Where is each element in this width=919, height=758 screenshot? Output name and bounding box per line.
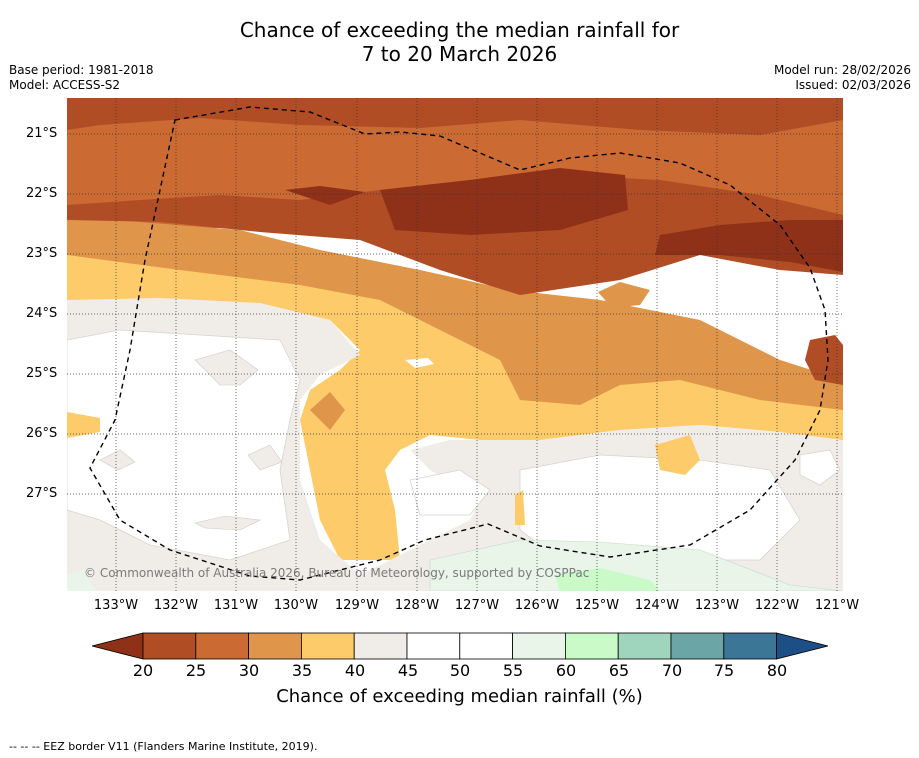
colorbar-tick-75: 75 xyxy=(713,661,735,680)
left-meta: Base period: 1981-2018 Model: ACCESS-S2 xyxy=(9,63,154,93)
colorbar-swatch xyxy=(512,632,566,660)
colorbar-tick-30: 30 xyxy=(238,661,260,680)
rainfall-map-field xyxy=(67,98,843,591)
colorbar-tick-55: 55 xyxy=(502,661,524,680)
lon-label-123w: 123°W xyxy=(694,598,740,613)
lat-label-25s: 25°S xyxy=(26,366,58,381)
lon-label-128w: 128°W xyxy=(394,598,440,613)
lon-label-130w: 130°W xyxy=(273,598,319,613)
band-45-55-central xyxy=(409,469,491,516)
title-line-2: 7 to 20 March 2026 xyxy=(361,42,558,66)
lon-label-133w: 133°W xyxy=(93,598,139,613)
eez-border xyxy=(89,106,829,581)
lat-label-27s: 27°S xyxy=(26,486,58,501)
title-line-1: Chance of exceeding the median rainfall … xyxy=(239,18,680,42)
band-35-40-sliver xyxy=(515,490,525,525)
band-below-20-east xyxy=(655,220,843,272)
lon-label-125w: 125°W xyxy=(574,598,620,613)
lon-label-132w: 132°W xyxy=(153,598,199,613)
colorbar-tick-40: 40 xyxy=(344,661,366,680)
band-35-40 xyxy=(67,255,843,560)
colorbar-swatch xyxy=(723,632,777,660)
lat-label-21s: 21°S xyxy=(26,126,58,141)
base-period: Base period: 1981-2018 xyxy=(9,63,154,77)
white-speck xyxy=(405,358,434,368)
colorbar-swatch xyxy=(142,632,197,660)
colorbar-tick-60: 60 xyxy=(555,661,577,680)
neutral-patch-2 xyxy=(99,449,136,471)
colorbar-extend-high xyxy=(776,632,829,660)
band-20-25-top xyxy=(67,98,843,135)
lon-label-121w: 121°W xyxy=(814,598,860,613)
band-below-20-west xyxy=(285,186,365,205)
colorbar-swatch xyxy=(617,632,672,660)
lat-label-26s: 26°S xyxy=(26,426,58,441)
neutral-patch-4 xyxy=(194,515,262,531)
colorbar-tick-45: 45 xyxy=(397,661,419,680)
band-20-25-mid xyxy=(67,175,843,295)
lon-label-129w: 129°W xyxy=(334,598,380,613)
band-60-65 xyxy=(555,568,660,591)
map-title: Chance of exceeding the median rainfall … xyxy=(0,18,919,66)
colorbar-tick-80: 80 xyxy=(766,661,788,680)
colorbar-tick-65: 65 xyxy=(608,661,630,680)
band-55-60-west xyxy=(67,570,95,591)
gridlines xyxy=(67,98,843,591)
lon-label-126w: 126°W xyxy=(514,598,560,613)
model-name: Model: ACCESS-S2 xyxy=(9,78,121,92)
band-35-40-west-patch xyxy=(67,412,100,438)
band-30-35-patch xyxy=(598,282,650,308)
colorbar-label: Chance of exceeding median rainfall (%) xyxy=(276,686,643,707)
colorbar-tick-70: 70 xyxy=(661,661,683,680)
colorbar-swatch xyxy=(353,632,408,660)
colorbar xyxy=(91,632,829,660)
colorbar-tick-35: 35 xyxy=(291,661,313,680)
band-25-30-east xyxy=(790,150,843,195)
colorbar-swatch xyxy=(248,632,302,660)
colorbar-extend-low xyxy=(91,632,144,660)
band-45-55-east-small xyxy=(799,449,841,486)
colorbar-swatch xyxy=(300,632,355,660)
band-55-60 xyxy=(429,539,843,591)
band-45-55-west xyxy=(67,329,301,561)
band-35-40-east-patch xyxy=(655,435,700,475)
band-20-25-east-south xyxy=(805,335,843,385)
eez-legend-footer: -- -- -- EEZ border V11 (Flanders Marine… xyxy=(9,740,318,753)
lon-label-127w: 127°W xyxy=(454,598,500,613)
neutral-patch-3 xyxy=(247,444,283,471)
lon-label-131w: 131°W xyxy=(213,598,259,613)
lat-label-23s: 23°S xyxy=(26,246,58,261)
lon-label-122w: 122°W xyxy=(754,598,800,613)
colorbar-swatch xyxy=(459,632,513,660)
model-run: Model run: 28/02/2026 xyxy=(773,63,911,77)
issued-date: Issued: 02/03/2026 xyxy=(795,78,911,92)
right-meta: Model run: 28/02/2026 Issued: 02/03/2026 xyxy=(774,63,911,93)
band-30-35 xyxy=(67,215,843,430)
colorbar-swatch xyxy=(670,632,725,660)
lon-label-124w: 124°W xyxy=(634,598,680,613)
band-30-35-south-patch xyxy=(310,392,345,430)
band-below-20-central xyxy=(380,168,628,235)
colorbar-swatch xyxy=(565,632,619,660)
copyright-notice: © Commonwealth of Australia 2026, Bureau… xyxy=(84,566,590,580)
colorbar-tick-20: 20 xyxy=(132,661,154,680)
lat-label-24s: 24°S xyxy=(26,306,58,321)
colorbar-swatch xyxy=(406,632,461,660)
colorbar-tick-25: 25 xyxy=(185,661,207,680)
neutral-patch-1 xyxy=(194,349,259,386)
colorbar-tick-50: 50 xyxy=(449,661,471,680)
colorbar-swatch xyxy=(195,632,250,660)
lat-label-22s: 22°S xyxy=(26,186,58,201)
